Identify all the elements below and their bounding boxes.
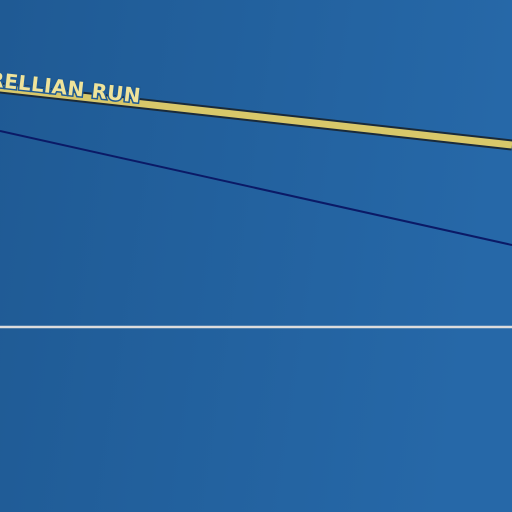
minor-route-line[interactable] [0,130,512,246]
major-route-line[interactable] [0,84,512,149]
